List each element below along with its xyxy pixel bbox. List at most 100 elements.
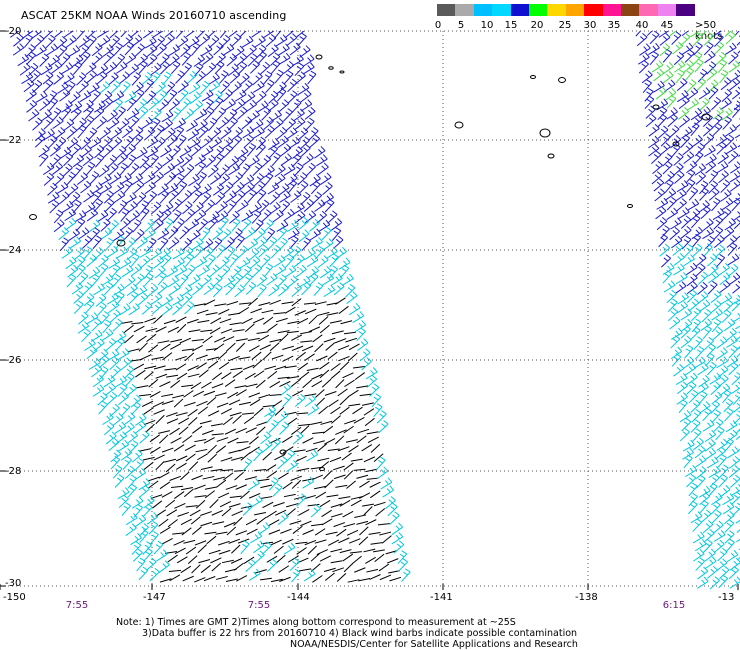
wind-barb	[255, 569, 267, 574]
wind-barb	[177, 511, 189, 517]
wind-barb	[730, 474, 740, 488]
wind-barb	[166, 412, 178, 418]
wind-barb	[381, 535, 392, 544]
wind-barb	[378, 420, 389, 434]
wind-barb	[267, 236, 278, 251]
wind-barb	[98, 400, 108, 415]
wind-barb	[80, 145, 92, 158]
wind-barb	[391, 532, 404, 545]
wind-barb	[132, 548, 143, 562]
wind-barb	[163, 319, 176, 325]
wind-barb	[697, 281, 708, 295]
wind-barb	[187, 365, 199, 371]
wind-barb	[221, 559, 234, 564]
wind-barb	[164, 31, 174, 38]
wind-barb	[66, 126, 78, 140]
wind-barb	[181, 486, 193, 491]
wind-barb	[309, 173, 321, 187]
wind-barb	[194, 154, 206, 167]
wind-barb	[296, 412, 309, 415]
wind-barb	[248, 297, 258, 307]
wind-barb	[285, 118, 296, 132]
wind-barb	[130, 253, 140, 267]
wind-barb	[191, 564, 201, 574]
wind-barb	[53, 71, 65, 85]
wind-barb	[208, 549, 221, 555]
wind-barb	[201, 191, 212, 206]
wind-barb	[175, 264, 188, 277]
wind-barb	[638, 60, 649, 74]
wind-barb	[187, 35, 200, 49]
wind-barb	[714, 244, 726, 258]
wind-barb	[708, 180, 719, 194]
wind-barb	[269, 299, 282, 305]
wind-barb	[332, 567, 344, 573]
island-outline	[116, 239, 126, 247]
wind-barb	[185, 264, 196, 278]
wind-barb	[25, 44, 36, 58]
wind-barb	[116, 106, 126, 120]
wind-barb	[345, 283, 356, 298]
wind-barb	[674, 170, 685, 184]
wind-barb	[716, 558, 728, 572]
wind-barb	[356, 327, 366, 342]
wind-barb	[133, 325, 145, 333]
wind-barb	[694, 58, 704, 73]
wind-barb	[723, 318, 736, 332]
wind-barb	[117, 487, 130, 500]
wind-barb	[690, 511, 703, 524]
wind-barb	[151, 356, 164, 360]
wind-barb	[237, 154, 247, 169]
wind-barb	[218, 116, 230, 130]
wind-barb	[144, 126, 156, 140]
wind-barb	[359, 393, 372, 397]
wind-barb	[720, 179, 731, 193]
wind-barb	[53, 209, 64, 224]
wind-barb	[675, 189, 687, 202]
wind-barb	[206, 396, 217, 406]
wind-barb	[285, 127, 298, 140]
wind-barb	[270, 539, 282, 546]
wind-barb	[716, 161, 729, 174]
wind-barb	[206, 535, 217, 545]
wind-barb	[148, 480, 159, 489]
wind-barb	[677, 292, 689, 305]
wind-barb	[708, 270, 720, 284]
wind-barb	[136, 335, 147, 344]
wind-barb	[702, 218, 714, 232]
wind-barb	[256, 188, 267, 203]
wind-barb	[158, 560, 170, 573]
wind-barb	[705, 556, 717, 569]
wind-barb	[202, 52, 214, 66]
wind-barb	[98, 355, 110, 369]
wind-barb	[725, 42, 737, 55]
wind-barb	[72, 54, 84, 67]
wind-barb	[168, 236, 180, 250]
wind-barb	[144, 365, 157, 370]
wind-barb	[120, 81, 131, 95]
wind-barb	[111, 264, 121, 278]
wind-barb	[241, 317, 253, 325]
wind-barb	[181, 284, 193, 297]
wind-barb	[219, 216, 229, 231]
wind-barb	[279, 380, 291, 388]
wind-barb	[377, 523, 390, 526]
wind-barb	[269, 381, 281, 388]
wind-barb	[666, 107, 678, 120]
wind-barb	[727, 263, 739, 277]
wind-barb	[76, 31, 85, 40]
wind-barb	[219, 70, 229, 84]
wind-barb	[648, 135, 660, 149]
wind-barb	[324, 391, 337, 396]
wind-barb	[258, 244, 269, 258]
wind-barb	[651, 60, 664, 73]
wind-barb	[136, 236, 148, 249]
wind-barb	[245, 99, 258, 113]
wind-barb	[657, 113, 667, 128]
wind-barb	[49, 143, 61, 157]
wind-barb	[231, 265, 242, 279]
wind-barb	[135, 88, 145, 103]
wind-barb	[702, 227, 715, 240]
wind-barb	[350, 499, 362, 507]
wind-barb	[304, 494, 316, 500]
